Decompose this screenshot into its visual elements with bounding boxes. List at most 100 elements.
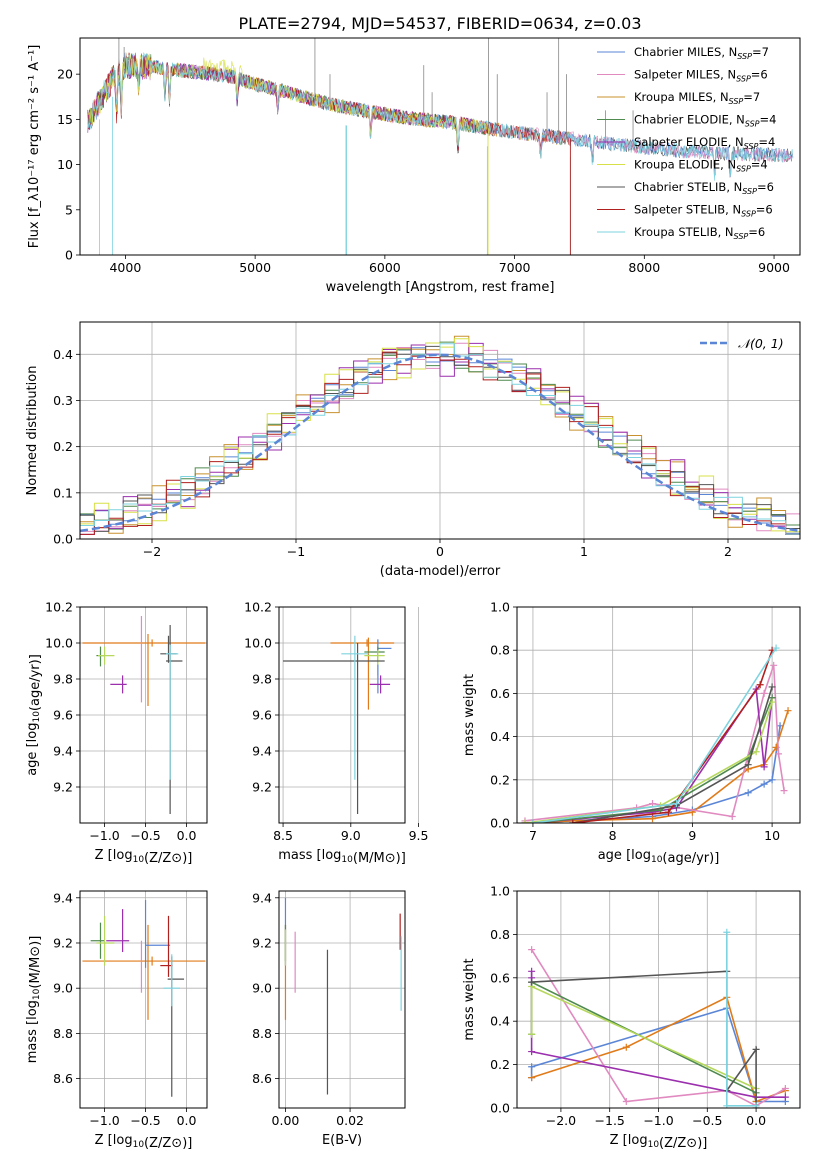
y-tick-label: 9.4 bbox=[252, 744, 272, 759]
y-tick-label: 0 bbox=[65, 248, 73, 263]
y-tick-label: 9.2 bbox=[252, 935, 272, 950]
y-axis-label: Flux [f_λ10⁻¹⁷ erg cm⁻² s⁻¹ A⁻¹] bbox=[27, 45, 42, 249]
spectrum-line bbox=[87, 53, 794, 178]
x-tick-label: −1 bbox=[287, 544, 305, 559]
y-tick-label: 1.0 bbox=[490, 884, 510, 899]
weight-marker bbox=[780, 787, 788, 795]
weight-marker bbox=[760, 763, 768, 771]
spectrum-line bbox=[87, 52, 489, 146]
panel-mass-vs-ebv: 0.00 0.02 8.6 8.8 9.0 9.2 9.4 E(B-V) bbox=[252, 890, 406, 1148]
legend-label: Chabrier STELIB, NSSP=6 bbox=[634, 180, 774, 196]
y-tick-label: 20 bbox=[57, 67, 73, 82]
axes-frame bbox=[79, 606, 208, 824]
histogram-step bbox=[80, 351, 800, 535]
axes-frame bbox=[278, 890, 406, 1109]
weight-line bbox=[524, 665, 785, 822]
x-tick-label: 0.02 bbox=[336, 1113, 364, 1128]
x-tick-label: −2.0 bbox=[546, 1113, 576, 1128]
x-tick-label: 9000 bbox=[758, 260, 790, 275]
weight-marker bbox=[768, 698, 776, 706]
x-tick-label: −0.5 bbox=[692, 1113, 722, 1128]
weight-line bbox=[572, 686, 773, 823]
y-tick-label: 9.8 bbox=[252, 672, 272, 687]
weight-marker bbox=[784, 707, 792, 715]
y-tick-label: 0.2 bbox=[490, 772, 510, 787]
y-tick-label: 9.8 bbox=[53, 672, 73, 687]
x-tick-label: 0.00 bbox=[272, 1113, 300, 1128]
x-axis-label: mass [log10(M/M⊙)] bbox=[278, 848, 406, 866]
axes-frame bbox=[278, 606, 406, 824]
legend: 𝒩(0, 1) bbox=[700, 336, 784, 351]
x-tick-label: −0.5 bbox=[130, 1113, 160, 1128]
weight-marker bbox=[723, 1102, 731, 1108]
weight-marker bbox=[752, 1102, 760, 1108]
y-axis-label: mass [log10(M/M⊙)] bbox=[25, 936, 43, 1064]
legend: Chabrier MILES, NSSP=7 Salpeter MILES, NS… bbox=[597, 45, 776, 241]
x-tick-label: 4000 bbox=[109, 260, 141, 275]
y-tick-label: 8.8 bbox=[53, 1026, 73, 1041]
plot-area bbox=[82, 616, 206, 814]
y-tick-label: 9.6 bbox=[53, 708, 73, 723]
weight-marker bbox=[760, 689, 768, 697]
weight-marker bbox=[649, 800, 657, 808]
weight-line bbox=[532, 686, 773, 823]
x-tick-label: 9.0 bbox=[341, 828, 361, 843]
y-tick-label: 0.0 bbox=[490, 1101, 510, 1116]
y-tick-label: 10.0 bbox=[45, 636, 73, 651]
weight-marker bbox=[528, 978, 536, 986]
x-tick-label: 6000 bbox=[369, 260, 401, 275]
plot-area bbox=[82, 900, 206, 1097]
legend-label: Kroupa ELODIE, NSSP=4 bbox=[634, 158, 768, 174]
x-axis-label: wavelength [Angstrom, rest frame] bbox=[326, 280, 555, 295]
x-tick-label: 8000 bbox=[628, 260, 660, 275]
y-tick-label: 10.0 bbox=[244, 636, 272, 651]
panel-weight-vs-Z: −2.0 −1.5 −1.0 −0.5 0.0 0.0 0.2 0.4 0.6 0.8 1.0 Z [… bbox=[462, 884, 801, 1151]
y-tick-label: 9.0 bbox=[53, 981, 73, 996]
plot-area bbox=[283, 635, 395, 814]
weight-marker bbox=[528, 1030, 536, 1038]
legend-label: Kroupa MILES, NSSP=7 bbox=[634, 90, 760, 106]
y-tick-label: 10.2 bbox=[244, 600, 272, 615]
weight-marker bbox=[528, 967, 536, 975]
x-axis-label: E(B-V) bbox=[322, 1133, 362, 1148]
x-tick-label: −0.5 bbox=[130, 828, 160, 843]
spectrum-line bbox=[87, 51, 794, 181]
y-axis-label: mass weight bbox=[462, 958, 477, 1040]
weight-marker bbox=[529, 819, 537, 823]
y-tick-label: 0.0 bbox=[53, 532, 73, 547]
x-tick-label: −1.5 bbox=[595, 1113, 625, 1128]
weight-marker bbox=[781, 1084, 789, 1092]
x-axis-label: Z [log10(Z/Z⊙)] bbox=[610, 1133, 708, 1151]
y-tick-label: 9.4 bbox=[53, 890, 73, 905]
weight-line bbox=[530, 985, 757, 1090]
panel-residuals: −2 −1 0 1 2 0.0 0.1 0.2 0.3 0.4 (data-model)/error… bbox=[25, 321, 801, 579]
weight-marker bbox=[752, 1045, 760, 1053]
weight-line bbox=[532, 647, 777, 823]
x-tick-label: 9 bbox=[688, 828, 696, 843]
x-tick-label: 7 bbox=[529, 828, 537, 843]
weight-marker bbox=[569, 819, 577, 823]
panel-age-vs-Z: −1.0 −0.5 0.0 9.2 9.4 9.6 9.8 10.0 10.2 Z [log10(… bbox=[25, 600, 208, 866]
y-tick-label: 0.4 bbox=[490, 729, 510, 744]
weight-marker bbox=[521, 819, 529, 823]
weight-marker bbox=[528, 946, 536, 954]
weight-marker bbox=[781, 1093, 789, 1101]
weight-marker bbox=[728, 813, 736, 821]
y-tick-label: 1.0 bbox=[490, 600, 510, 615]
x-tick-label: 8 bbox=[609, 828, 617, 843]
panels: 4000 5000 6000 7000 8000 900005101520waveleng… bbox=[25, 37, 801, 1151]
weight-marker bbox=[768, 776, 776, 784]
x-axis-label: age [log10(age/yr)] bbox=[598, 848, 720, 866]
plot-area bbox=[521, 644, 792, 823]
x-tick-label: −2 bbox=[143, 544, 161, 559]
y-tick-label: 0.8 bbox=[490, 643, 510, 658]
weight-marker bbox=[622, 1043, 630, 1051]
x-tick-label: 7000 bbox=[499, 260, 531, 275]
legend-label: Salpeter MILES, NSSP=6 bbox=[634, 68, 768, 84]
y-tick-label: 0.0 bbox=[490, 816, 510, 831]
y-tick-label: 0.3 bbox=[53, 393, 73, 408]
histogram-step bbox=[80, 343, 800, 535]
axes-frame bbox=[79, 37, 801, 256]
weight-marker bbox=[744, 761, 752, 769]
